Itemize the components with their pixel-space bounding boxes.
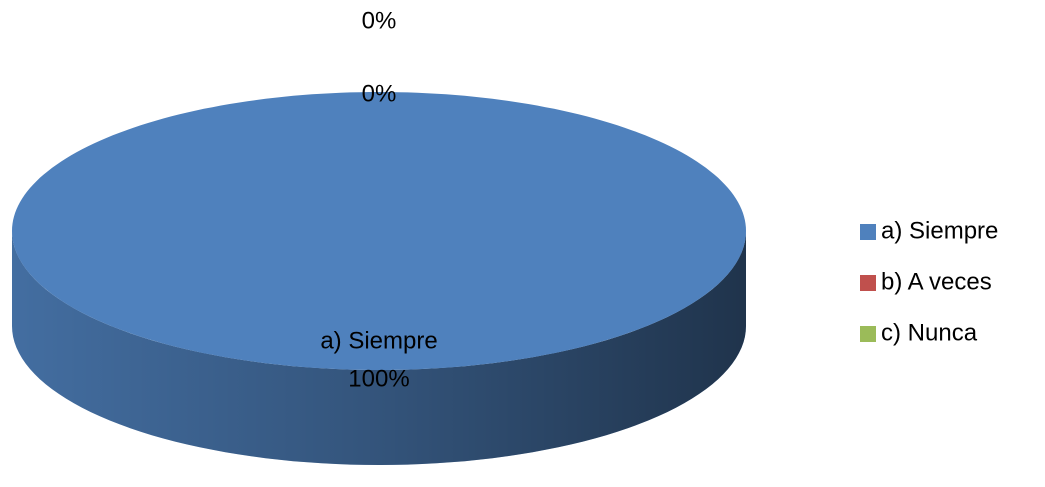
- data-label-category: a) Siempre: [320, 327, 437, 354]
- legend-swatch: [860, 275, 876, 291]
- legend-label: a) Siempre: [881, 217, 998, 244]
- legend-swatch: [860, 326, 876, 342]
- slice-side: [12, 231, 746, 465]
- data-label: 0%: [362, 80, 397, 107]
- legend-swatch: [860, 224, 876, 240]
- side-shade: [12, 231, 746, 465]
- slice: [12, 92, 746, 370]
- data-label: 100%: [348, 365, 409, 392]
- legend-label: c) Nunca: [881, 319, 978, 346]
- legend-label: b) A veces: [881, 268, 992, 295]
- data-label: 0%: [362, 7, 397, 34]
